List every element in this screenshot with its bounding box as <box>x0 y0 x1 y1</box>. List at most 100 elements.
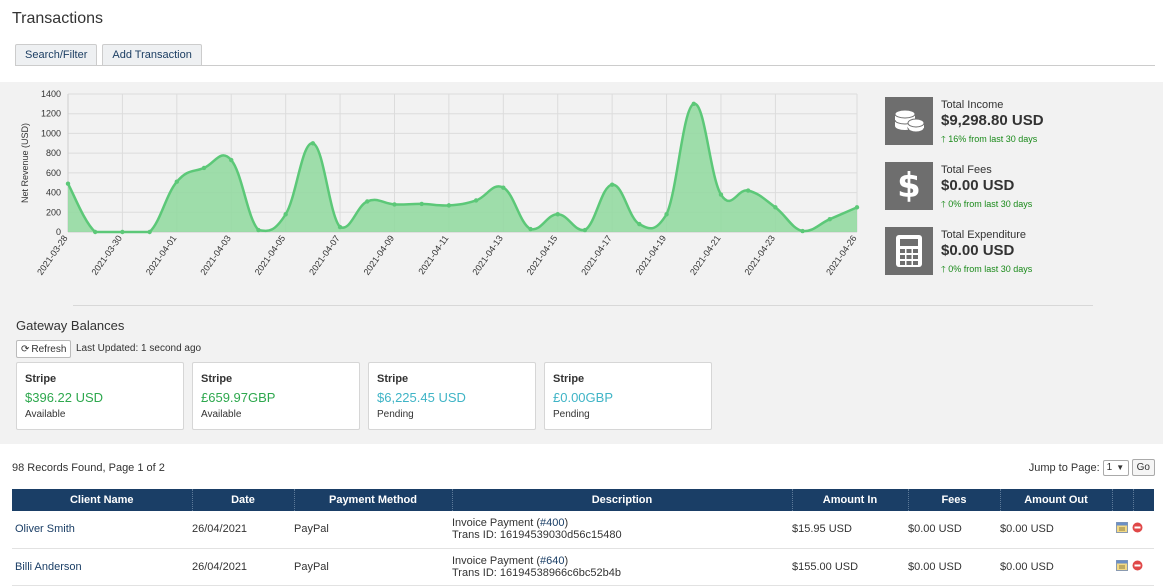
data-point <box>120 229 125 235</box>
x-tick-label: 2021-04-05 <box>253 233 288 276</box>
date-cell: 26/04/2021 <box>192 511 294 549</box>
data-point <box>691 101 696 107</box>
x-tick-label: 2021-04-17 <box>579 233 614 276</box>
column-header[interactable]: Payment Method <box>294 489 453 511</box>
table-row: Oliver Smith 26/04/2021 PayPal Invoice P… <box>12 511 1154 549</box>
x-tick-label: 2021-04-15 <box>525 233 560 276</box>
gateway-status: Available <box>25 409 66 420</box>
y-tick-label: 1000 <box>41 128 61 138</box>
data-point <box>582 227 588 233</box>
data-point <box>229 157 234 163</box>
y-axis-label: Net Revenue (USD) <box>20 123 30 203</box>
stat-change-text: 16% from last 30 days <box>948 134 1038 144</box>
description-cell: Invoice Payment (#640) Trans ID: 1619453… <box>452 548 792 586</box>
column-header-blank <box>1133 489 1154 511</box>
y-tick-label: 0 <box>56 227 61 237</box>
data-point <box>174 179 180 184</box>
amount-in-cell: $15.95 USD <box>792 511 908 549</box>
arrow-up-icon: 🡑 <box>941 199 946 209</box>
x-tick-label: 2021-04-13 <box>470 233 505 276</box>
client-name-link[interactable]: Billi Anderson <box>12 548 192 586</box>
x-tick-label: 2021-04-26 <box>824 233 859 276</box>
delete-icon[interactable] <box>1132 522 1143 536</box>
x-tick-label: 2021-04-21 <box>688 233 723 276</box>
gateway-amount: £0.00GBP <box>553 390 613 405</box>
description-suffix: ) <box>564 554 569 567</box>
last-updated-text: Last Updated: 1 second ago <box>76 343 202 354</box>
refresh-button[interactable]: ⟳ Refresh <box>16 340 72 358</box>
trans-id-text: Trans ID: 16194539030d56c15480 <box>452 529 622 542</box>
invoice-link[interactable]: #400 <box>540 517 565 530</box>
tab-add-transaction[interactable]: Add Transaction <box>102 44 202 66</box>
jump-label: Jump to Page: <box>1028 461 1100 474</box>
column-header[interactable]: Description <box>452 489 793 511</box>
data-point <box>718 192 724 197</box>
page-select-value: 1 <box>1106 462 1113 473</box>
gateway-card: Stripe £0.00GBP Pending <box>544 362 712 430</box>
data-point <box>365 199 370 204</box>
gateway-amount: $396.22 USD <box>25 390 104 405</box>
trans-id-text: Trans ID: 16194538966c6bc52b4b <box>452 566 621 579</box>
stat-total-fees: $ Total Fees $0.00 USD 🡑 0% from last 30… <box>885 162 1155 210</box>
data-point <box>555 212 560 217</box>
y-tick-label: 800 <box>46 148 61 158</box>
jump-to-page: Jump to Page: 1 ▼ Go <box>1029 459 1155 476</box>
x-tick-label: 2021-04-23 <box>742 233 777 276</box>
column-header[interactable]: Amount In <box>792 489 909 511</box>
data-point <box>419 201 424 207</box>
y-tick-label: 200 <box>46 207 61 217</box>
x-tick-label: 2021-03-30 <box>89 233 124 276</box>
x-tick-label: 2021-04-19 <box>634 233 669 276</box>
stat-change: 🡑 16% from last 30 days <box>941 132 1037 148</box>
panel-divider <box>73 305 1093 306</box>
go-button[interactable]: Go <box>1131 459 1155 476</box>
x-tick-label: 2021-04-09 <box>362 233 397 276</box>
column-header[interactable]: Amount Out <box>1000 489 1113 511</box>
column-header[interactable]: Client Name <box>12 489 193 511</box>
gateway-status: Pending <box>377 409 414 420</box>
data-point <box>392 202 397 207</box>
tab-underline <box>15 65 1155 66</box>
records-summary: 98 Records Found, Page 1 of 2 <box>12 462 165 474</box>
stat-change-text: 0% from last 30 days <box>948 199 1033 209</box>
gateway-card: Stripe £659.97GBP Available <box>192 362 360 430</box>
stat-change-text: 0% from last 30 days <box>948 264 1033 274</box>
data-point <box>664 212 669 217</box>
data-point <box>473 198 479 203</box>
revenue-chart: 0 200 400 600 800 1000 1200 1400 2021-03-28 2021-… <box>15 86 865 296</box>
page-select[interactable]: 1 ▼ <box>1102 459 1129 476</box>
gateway-status: Pending <box>553 409 590 420</box>
edit-icon[interactable] <box>1116 522 1128 536</box>
y-tick-label: 400 <box>46 188 61 198</box>
invoice-link[interactable]: #640 <box>540 554 565 567</box>
dollar-icon: $ <box>885 162 933 210</box>
data-point <box>201 165 207 171</box>
tab-search-filter[interactable]: Search/Filter <box>15 44 98 66</box>
client-name-link[interactable]: Oliver Smith <box>12 511 192 549</box>
gateway-balances-title: Gateway Balances <box>16 318 125 333</box>
edit-icon[interactable] <box>1116 559 1128 574</box>
delete-icon[interactable] <box>1132 560 1143 574</box>
description-cell: Invoice Payment (#400) Trans ID: 1619453… <box>452 511 792 549</box>
column-header[interactable]: Date <box>192 489 295 511</box>
date-cell: 26/04/2021 <box>192 548 294 586</box>
y-tick-label: 1200 <box>41 109 61 119</box>
data-point <box>637 221 642 227</box>
x-tick-label: 2021-04-11 <box>416 233 450 276</box>
gateway-name: Stripe <box>25 373 57 385</box>
gateway-card: Stripe $396.22 USD Available <box>16 362 184 430</box>
gateway-name: Stripe <box>201 373 233 385</box>
column-header[interactable]: Fees <box>908 489 1001 511</box>
actions-cell <box>1112 548 1154 586</box>
calculator-icon <box>885 227 933 275</box>
refresh-icon: ⟳ <box>21 343 30 355</box>
x-tick-label: 2021-04-03 <box>198 233 233 276</box>
payment-method-cell: PayPal <box>294 548 452 586</box>
data-point <box>65 181 71 186</box>
data-point <box>256 227 261 233</box>
description-suffix: ) <box>564 517 569 530</box>
stat-total-income: Total Income $9,298.80 USD 🡑 16% from la… <box>885 97 1155 145</box>
stat-total-expenditure: Total Expenditure $0.00 USD 🡑 0% from la… <box>885 227 1155 275</box>
fees-cell: $0.00 USD <box>908 548 1000 586</box>
coins-icon <box>885 97 933 145</box>
